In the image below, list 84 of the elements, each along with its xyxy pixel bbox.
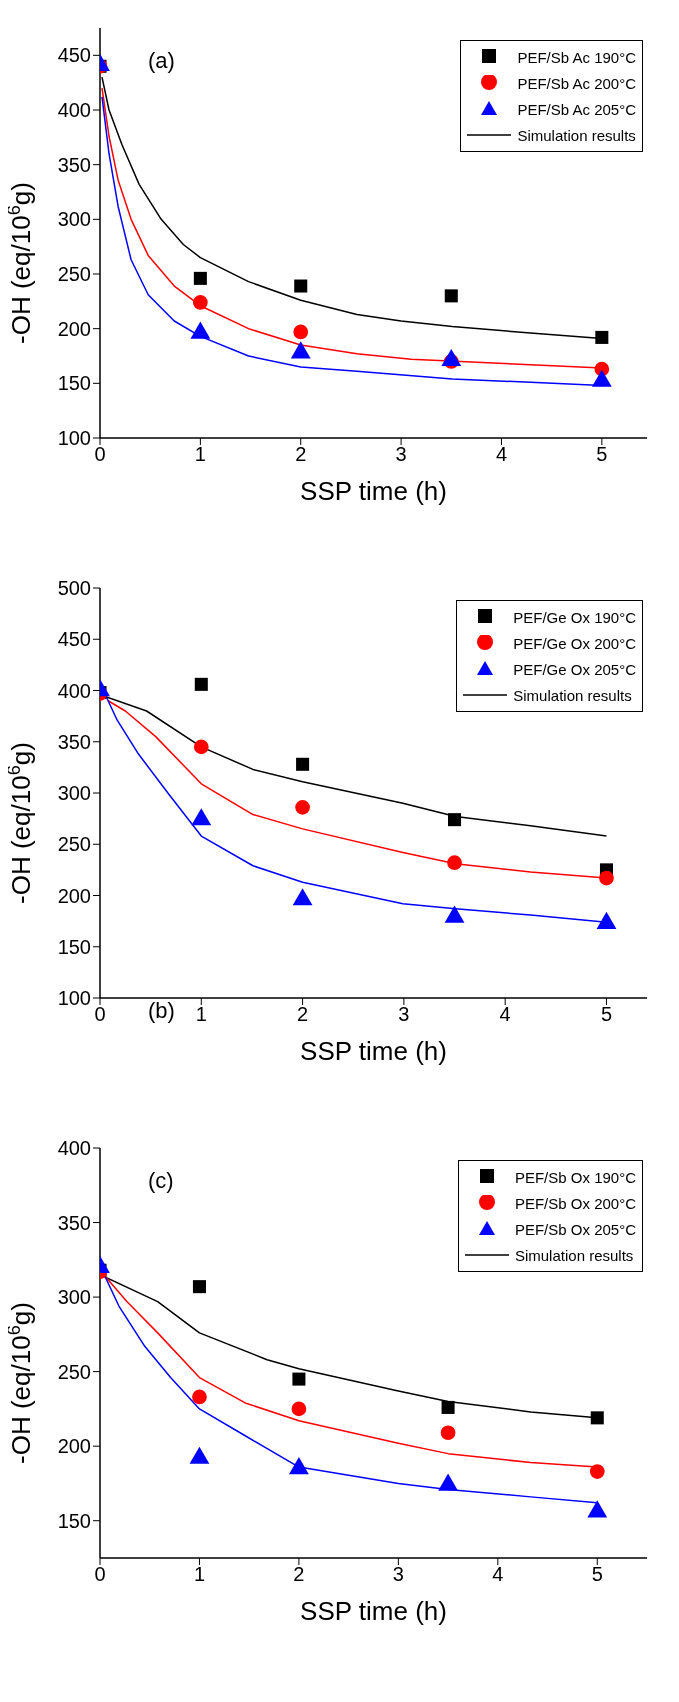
x-tick-label: 3 bbox=[392, 1563, 404, 1586]
point bbox=[438, 1473, 458, 1491]
y-tick-label: 250 bbox=[57, 833, 91, 856]
point bbox=[189, 1446, 210, 1464]
y-tick-label: 350 bbox=[57, 1211, 91, 1234]
legend-label: PEF/Sb Ox 205°C bbox=[514, 1220, 636, 1238]
legend-label: PEF/Sb Ox 200°C bbox=[514, 1194, 636, 1212]
point bbox=[293, 324, 309, 340]
point bbox=[294, 279, 308, 293]
y-tick-label: 150 bbox=[57, 372, 91, 395]
y-tick-label: 150 bbox=[57, 1509, 91, 1532]
x-tick-label: 4 bbox=[495, 443, 508, 466]
point bbox=[295, 800, 310, 815]
y-tick-label: 300 bbox=[57, 782, 91, 805]
legend-label: PEF/Ge Ox 190°C bbox=[513, 608, 636, 626]
x-tick-label: 0 bbox=[94, 1003, 106, 1026]
x-tick-label: 5 bbox=[591, 1563, 603, 1586]
point bbox=[193, 271, 207, 285]
point bbox=[194, 677, 208, 691]
point bbox=[587, 1500, 608, 1518]
x-tick-label: 4 bbox=[492, 1563, 504, 1586]
y-tick-label: 400 bbox=[57, 679, 91, 702]
y-tick-label: 100 bbox=[57, 427, 91, 450]
y-tick-label: 200 bbox=[57, 317, 91, 340]
point bbox=[590, 1411, 604, 1425]
legend-label: PEF/Sb Ac 200°C bbox=[517, 74, 636, 92]
annotation: (b) bbox=[148, 998, 175, 1023]
x-axis-title: SSP time (h) bbox=[300, 476, 447, 506]
y-tick-label: 150 bbox=[57, 935, 91, 958]
x-tick-label: 0 bbox=[94, 1563, 106, 1586]
legend-label: PEF/Ge Ox 200°C bbox=[513, 634, 636, 652]
point bbox=[448, 813, 462, 827]
y-tick-label: 400 bbox=[57, 99, 91, 122]
legend-label: Simulation results bbox=[513, 686, 632, 704]
point bbox=[447, 855, 462, 871]
point bbox=[193, 295, 208, 310]
y-tick-label: 250 bbox=[57, 1360, 91, 1383]
x-tick-label: 0 bbox=[94, 443, 106, 466]
y-tick-label: 400 bbox=[57, 1137, 91, 1160]
point bbox=[193, 739, 209, 755]
y-tick-label: 200 bbox=[57, 1435, 91, 1458]
x-axis-title: SSP time (h) bbox=[300, 1596, 447, 1626]
annotation: (a) bbox=[148, 48, 175, 73]
legend-label: Simulation results bbox=[514, 1246, 634, 1264]
y-tick-label: 300 bbox=[57, 208, 91, 231]
y-tick-label: 100 bbox=[57, 987, 91, 1010]
y-tick-label: 350 bbox=[57, 153, 91, 176]
x-tick-label: 5 bbox=[600, 1003, 613, 1026]
point bbox=[441, 1400, 455, 1414]
point bbox=[192, 1280, 206, 1294]
legend-label: PEF/Sb Ac 205°C bbox=[517, 100, 636, 118]
annotation: (c) bbox=[148, 1168, 174, 1193]
point bbox=[589, 1464, 605, 1479]
point bbox=[444, 289, 458, 303]
y-tick-label: 200 bbox=[57, 884, 91, 907]
x-tick-label: 2 bbox=[297, 1003, 309, 1026]
y-tick-label: 450 bbox=[57, 628, 91, 651]
point bbox=[595, 330, 609, 344]
point bbox=[289, 1457, 309, 1475]
point bbox=[192, 1389, 207, 1405]
y-tick-label: 450 bbox=[57, 44, 91, 67]
x-tick-label: 2 bbox=[293, 1563, 305, 1586]
y-tick-label: 350 bbox=[57, 730, 91, 753]
x-tick-label: 5 bbox=[596, 443, 608, 466]
point bbox=[440, 1425, 456, 1441]
y-tick-label: 250 bbox=[57, 263, 91, 286]
legend-label: PEF/Ge Ox 205°C bbox=[513, 660, 636, 678]
x-tick-label: 1 bbox=[193, 1563, 206, 1586]
x-axis-title: SSP time (h) bbox=[300, 1036, 447, 1066]
legend-label: PEF/Sb Ac 190°C bbox=[517, 48, 636, 66]
x-tick-label: 3 bbox=[395, 443, 407, 466]
y-tick-label: 300 bbox=[57, 1286, 91, 1309]
x-tick-label: 2 bbox=[295, 443, 307, 466]
legend-label: PEF/Sb Ox 190°C bbox=[514, 1168, 636, 1186]
legend-label: Simulation results bbox=[517, 126, 636, 144]
x-tick-label: 4 bbox=[499, 1003, 511, 1026]
point bbox=[296, 757, 310, 771]
x-tick-label: 1 bbox=[194, 443, 206, 466]
x-tick-label: 1 bbox=[195, 1003, 207, 1026]
point bbox=[291, 1401, 307, 1417]
point bbox=[599, 870, 614, 886]
x-tick-label: 3 bbox=[398, 1003, 410, 1026]
y-tick-label: 500 bbox=[57, 577, 91, 600]
point bbox=[292, 1372, 306, 1386]
